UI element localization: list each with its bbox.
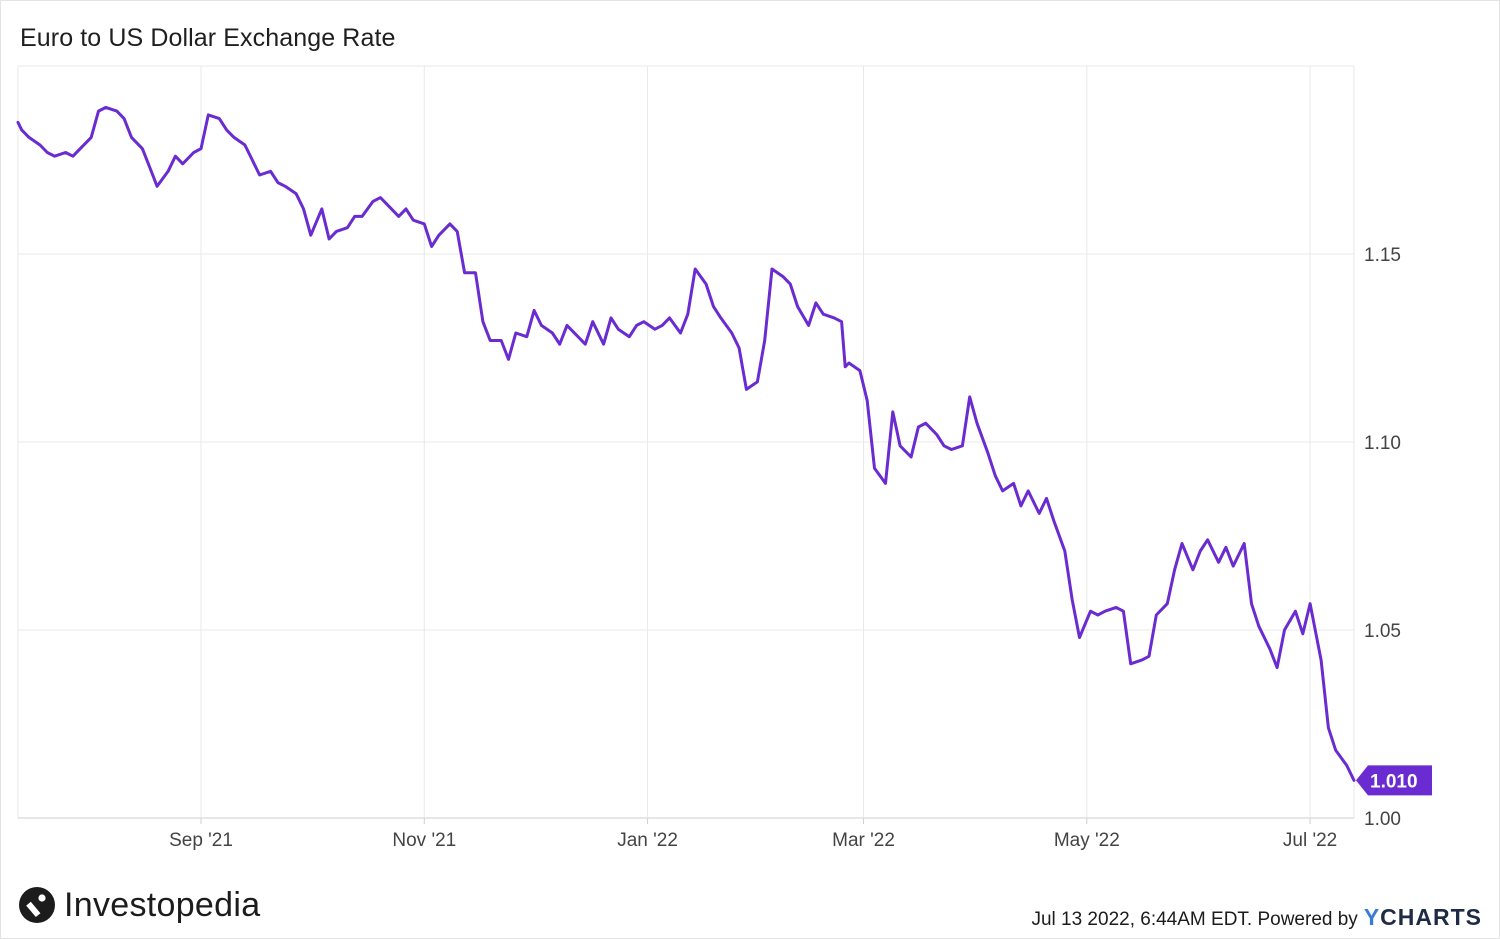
x-tick-label: Nov '21 bbox=[392, 830, 456, 851]
x-axis: Sep '21 Nov '21 Jan '22 Mar '22 May '22 Jul '… bbox=[169, 818, 1337, 851]
timestamp-text: Jul 13 2022, 6:44AM EDT. Powered by bbox=[1031, 909, 1358, 930]
footer-attribution: Jul 13 2022, 6:44AM EDT. Powered by YCHA… bbox=[1031, 904, 1482, 931]
x-tick-label: Sep '21 bbox=[169, 830, 233, 851]
ycharts-word: CHARTS bbox=[1380, 904, 1482, 930]
investopedia-mark-icon bbox=[19, 887, 55, 923]
ycharts-logo: YCHARTS bbox=[1364, 904, 1482, 931]
ycharts-y-mark: Y bbox=[1363, 904, 1381, 930]
x-tick-label: May '22 bbox=[1054, 830, 1120, 851]
last-value-label: 1.010 bbox=[1370, 771, 1418, 792]
last-value-badge bbox=[1356, 765, 1432, 796]
y-tick-label: 1.15 bbox=[1364, 245, 1401, 266]
x-tick-label: Jul '22 bbox=[1283, 830, 1337, 851]
y-axis: 1.00 1.05 1.10 1.15 bbox=[1364, 245, 1401, 830]
last-value-marker: 1.010 bbox=[1356, 765, 1432, 796]
x-tick-label: Mar '22 bbox=[832, 830, 895, 851]
chart-title: Euro to US Dollar Exchange Rate bbox=[20, 24, 396, 52]
series-line bbox=[16, 105, 1356, 782]
brand-name: Investopedia bbox=[64, 885, 261, 924]
y-tick-label: 1.05 bbox=[1364, 621, 1401, 642]
y-tick-label: 1.10 bbox=[1364, 433, 1401, 454]
y-tick-label: 1.00 bbox=[1364, 809, 1401, 830]
investopedia-logo: Investopedia bbox=[18, 880, 260, 930]
x-tick-label: Jan '22 bbox=[617, 830, 678, 851]
grid bbox=[17, 65, 1355, 819]
